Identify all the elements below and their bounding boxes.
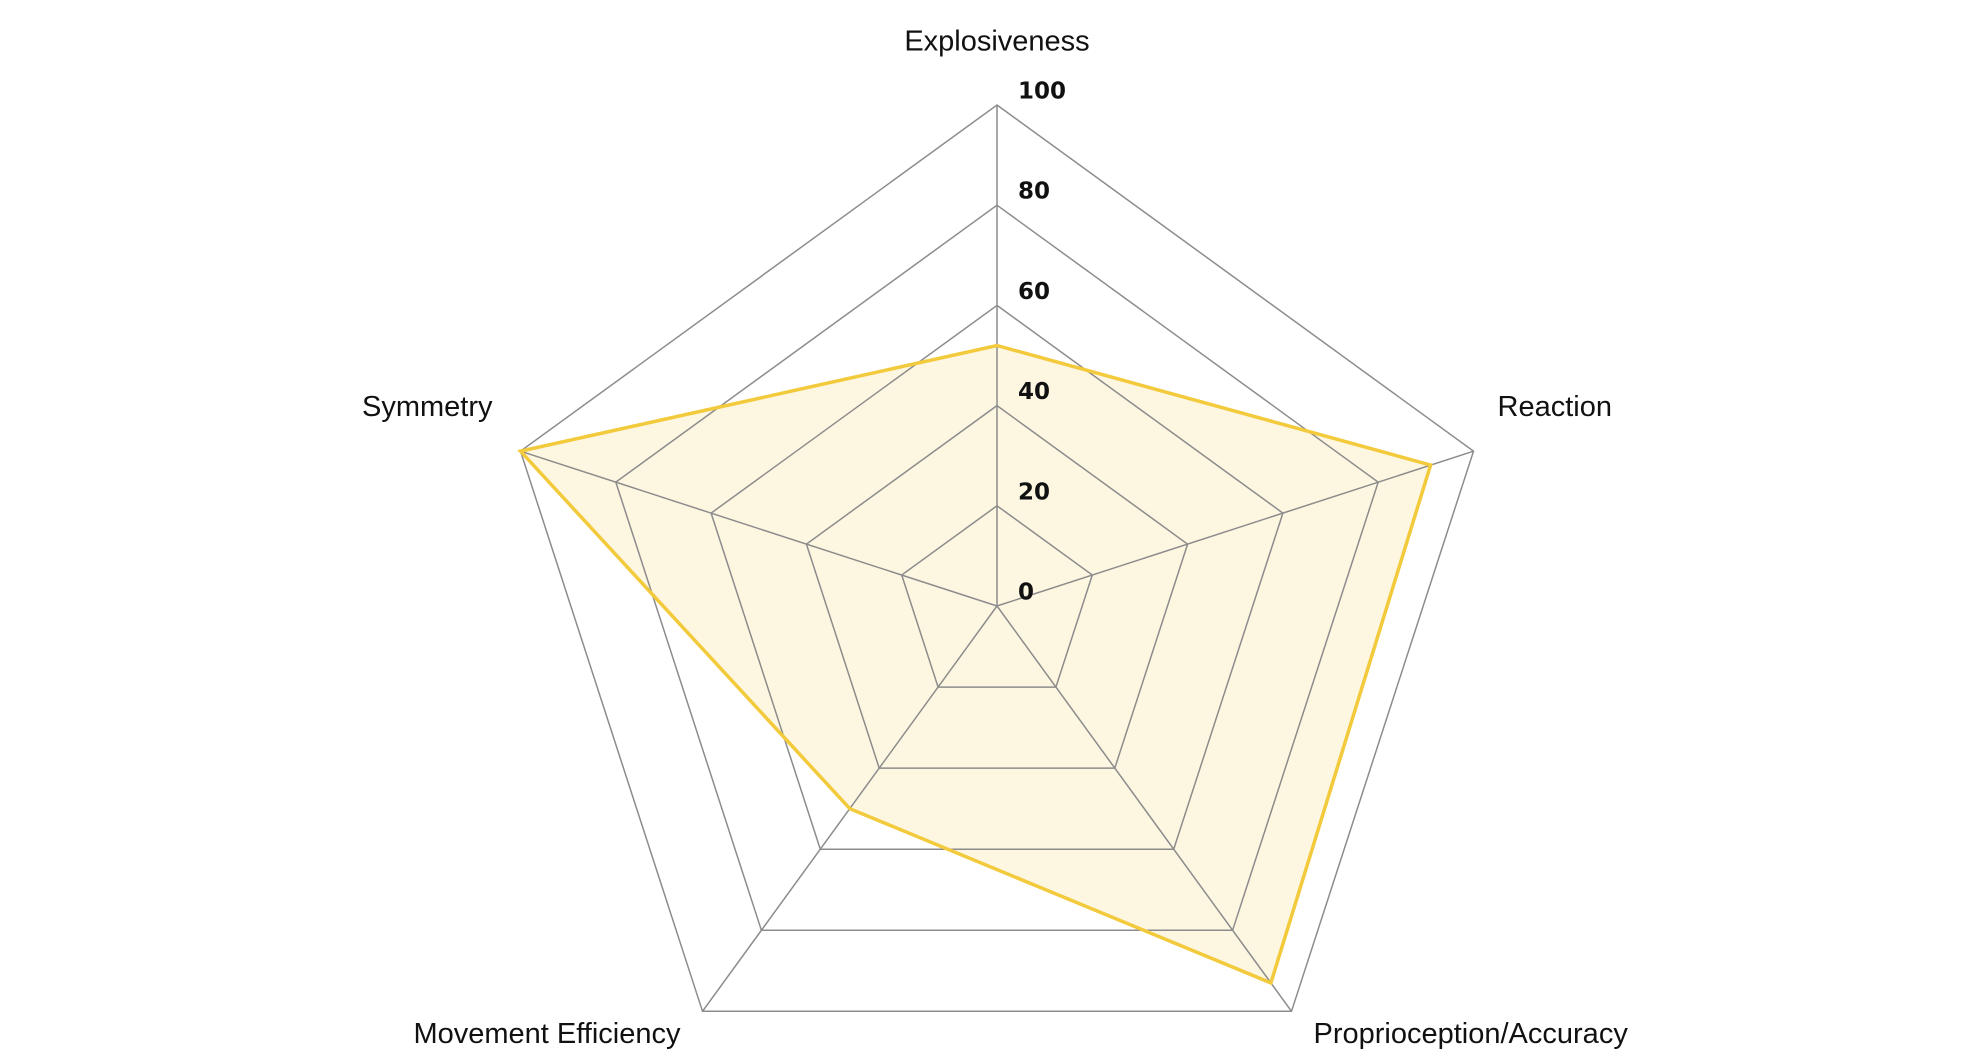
series-line-0 bbox=[517, 343, 1433, 986]
tick-label-80: 80 bbox=[1018, 179, 1050, 205]
tick-label-60: 60 bbox=[1018, 279, 1050, 305]
tick-label-20: 20 bbox=[1018, 479, 1050, 505]
tick-label-0: 0 bbox=[1018, 580, 1034, 606]
tick-labels: 0 20 40 60 80 100 bbox=[1018, 79, 1066, 606]
spoke-proprioception-accuracy bbox=[996, 605, 1293, 1012]
axis-labels: Explosiveness Reaction Proprioception/Accu… bbox=[362, 26, 1628, 1050]
axis-label-symmetry: Symmetry bbox=[362, 391, 493, 423]
grid-ring-80 bbox=[614, 204, 1380, 932]
data-area-layer bbox=[520, 345, 1431, 983]
axis-label-reaction: Reaction bbox=[1498, 391, 1612, 423]
spoke-symmetry bbox=[520, 450, 998, 607]
axis-label-proprioception-accuracy: Proprioception/Accuracy bbox=[1314, 1018, 1629, 1050]
grid-ring-60 bbox=[710, 304, 1284, 850]
series-area-0 bbox=[520, 345, 1431, 983]
data-line-layer bbox=[517, 343, 1433, 986]
grid-ring-40 bbox=[805, 404, 1189, 769]
axis-label-explosiveness: Explosiveness bbox=[904, 26, 1089, 58]
axis-label-movement-efficiency: Movement Efficiency bbox=[413, 1018, 681, 1050]
spoke-reaction bbox=[996, 450, 1474, 607]
tick-label-100: 100 bbox=[1018, 79, 1066, 105]
tick-label-40: 40 bbox=[1018, 379, 1050, 405]
grid-ring-100 bbox=[519, 104, 1475, 1013]
grid-ring-20 bbox=[900, 504, 1094, 688]
